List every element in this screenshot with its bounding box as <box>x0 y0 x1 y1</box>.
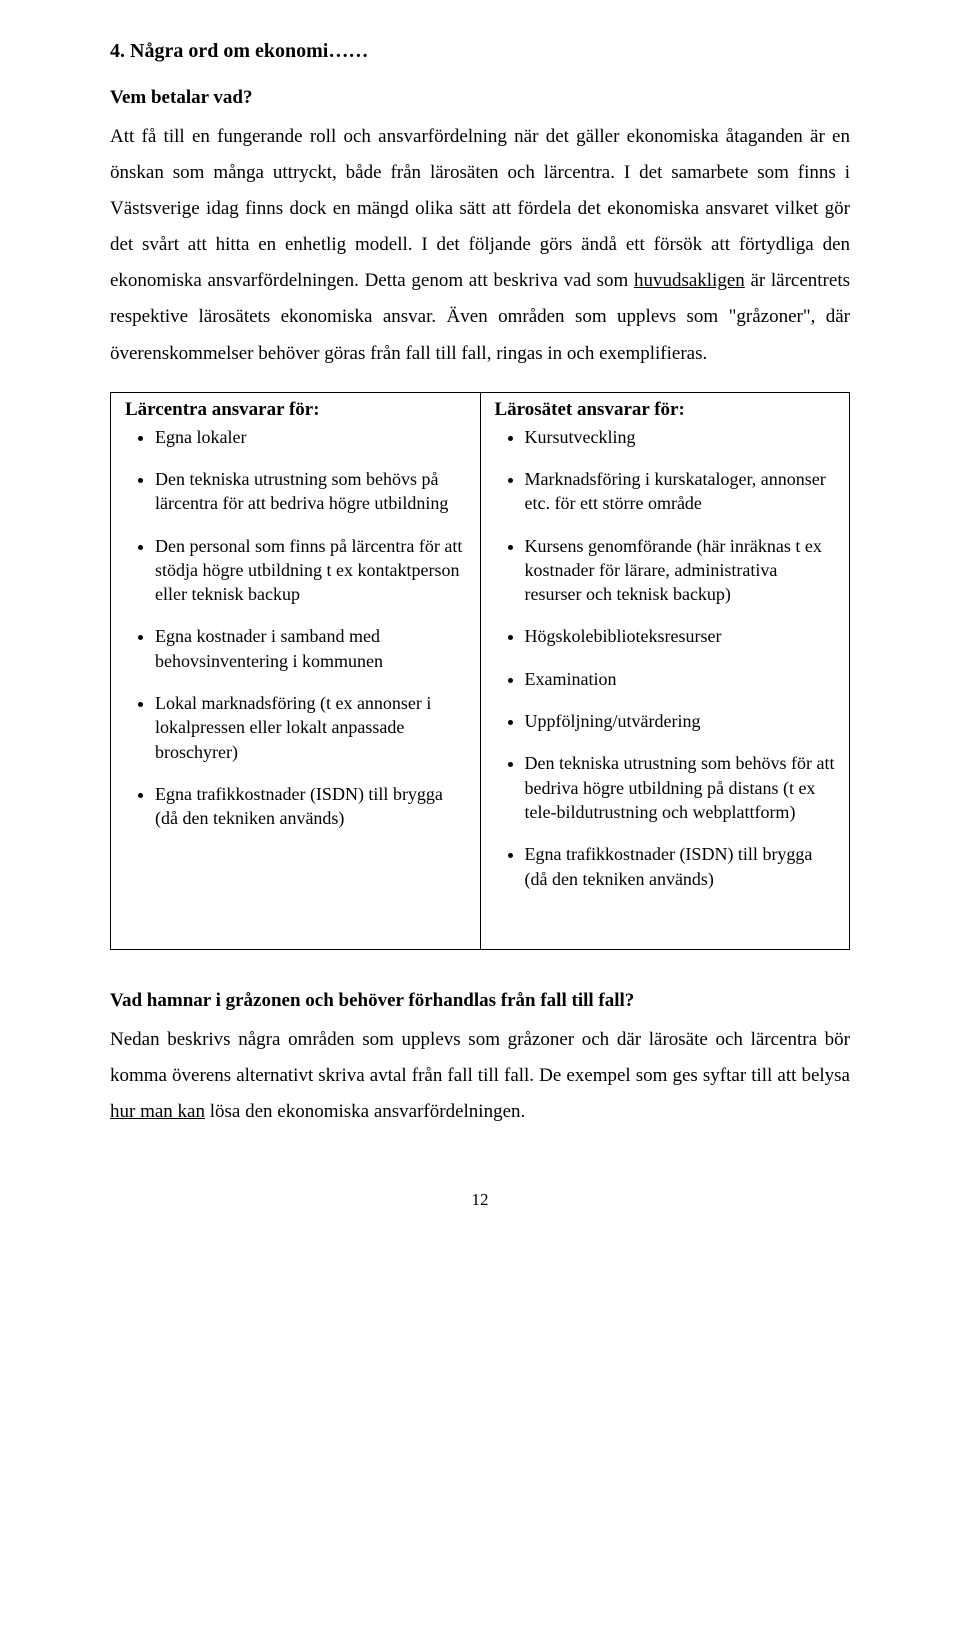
left-list: Egna lokaler Den tekniska utrustning som… <box>125 425 466 831</box>
list-item: Den tekniska utrustning som behövs på lä… <box>155 467 466 516</box>
para-text: lösa den ekonomiska ansvarfördelningen. <box>205 1101 525 1122</box>
list-item: Egna trafikkostnader (ISDN) till brygga … <box>155 782 466 831</box>
subsection-heading: Vem betalar vad? <box>110 87 850 109</box>
document-page: 4. Några ord om ekonomi…… Vem betalar va… <box>0 0 960 1270</box>
table-cell-right: Lärosätet ansvarar för: Kursutveckling M… <box>480 392 850 949</box>
list-item: Egna trafikkostnader (ISDN) till brygga … <box>525 842 836 891</box>
section-heading: 4. Några ord om ekonomi…… <box>110 40 850 63</box>
para-text: Att få till en fungerande roll och ansva… <box>110 126 850 291</box>
table-cell-left: Lärcentra ansvarar för: Egna lokaler Den… <box>111 392 481 949</box>
column-title-right: Lärosätet ansvarar för: <box>495 399 836 421</box>
list-item: Kursutveckling <box>525 425 836 449</box>
question-heading: Vad hamnar i gråzonen och behöver förhan… <box>110 990 850 1012</box>
page-number: 12 <box>110 1190 850 1210</box>
list-item: Egna kostnader i samband med behovsinven… <box>155 624 466 673</box>
column-title-left: Lärcentra ansvarar för: <box>125 399 466 421</box>
para-text: Nedan beskrivs några områden som upplevs… <box>110 1029 850 1086</box>
para-underline: hur man kan <box>110 1101 205 1122</box>
list-item: Den tekniska utrustning som behövs för a… <box>525 751 836 824</box>
list-item: Egna lokaler <box>155 425 466 449</box>
closing-paragraph: Nedan beskrivs några områden som upplevs… <box>110 1022 850 1130</box>
intro-paragraph: Att få till en fungerande roll och ansva… <box>110 119 850 372</box>
list-item: Den personal som finns på lärcentra för … <box>155 534 466 607</box>
right-list: Kursutveckling Marknadsföring i kurskata… <box>495 425 836 891</box>
para-underline: huvudsakligen <box>634 270 745 291</box>
list-item: Kursens genomförande (här inräknas t ex … <box>525 534 836 607</box>
list-item: Uppföljning/utvärdering <box>525 709 836 733</box>
list-item: Högskolebiblioteksresurser <box>525 624 836 648</box>
responsibility-table: Lärcentra ansvarar för: Egna lokaler Den… <box>110 392 850 950</box>
list-item: Lokal marknadsföring (t ex annonser i lo… <box>155 691 466 764</box>
list-item: Examination <box>525 667 836 691</box>
list-item: Marknadsföring i kurskataloger, annonser… <box>525 467 836 516</box>
